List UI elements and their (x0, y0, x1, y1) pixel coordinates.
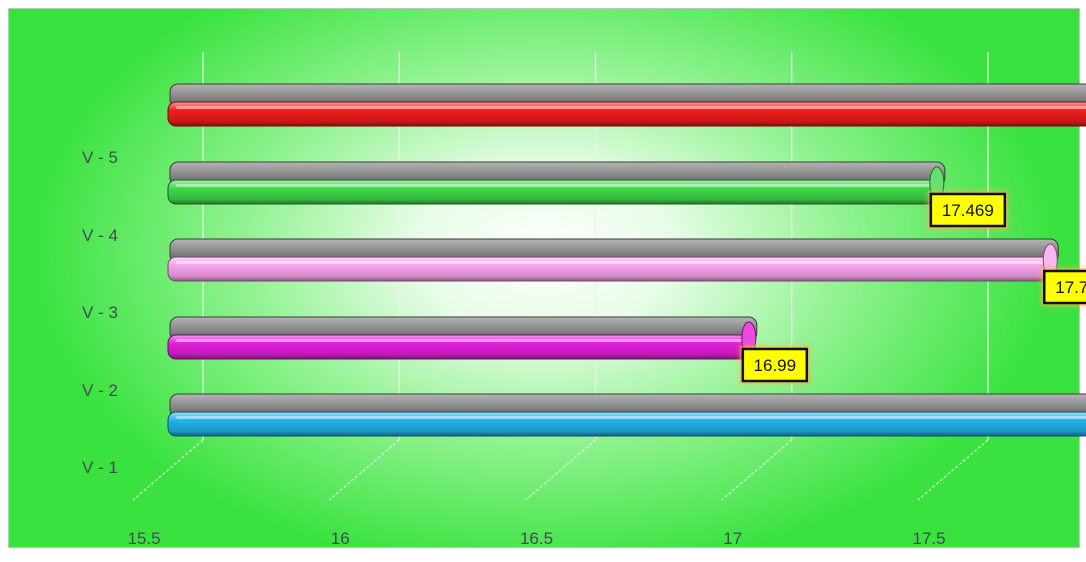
gridline-floor (525, 439, 596, 501)
data-label-box (929, 192, 1007, 228)
data-label-text: 16.99 (754, 356, 797, 375)
x-tick-label: 15.5 (127, 529, 160, 548)
bar-highlight (176, 416, 1086, 419)
bar (167, 83, 1086, 127)
x-tick-label: 16.5 (520, 529, 553, 548)
data-label-text: 17.758 (1055, 278, 1086, 297)
bar-face (167, 411, 1086, 437)
y-tick-label: V - 2 (82, 381, 118, 400)
x-tick-label: 16 (331, 529, 350, 548)
bar-face (167, 179, 942, 205)
data-label: 17.469 (927, 191, 1008, 229)
gridline-floor (721, 439, 793, 501)
bar (167, 393, 1086, 437)
y-tick-label: V - 4 (82, 226, 118, 245)
data-label: 17.758 (1041, 268, 1086, 306)
gridline-floor (328, 439, 400, 501)
bar-highlight (176, 261, 1047, 264)
bar-highlight (176, 184, 933, 187)
bar-highlight (176, 339, 745, 342)
gridline-floor (917, 439, 989, 501)
x-tick-label: 17 (723, 529, 742, 548)
bar-face (167, 334, 754, 360)
bar (167, 161, 946, 205)
gridline-floor (132, 439, 204, 501)
y-tick-label: V - 3 (82, 303, 118, 322)
bars (167, 83, 1086, 437)
x-tick-label: 17.5 (912, 529, 945, 548)
data-label-box (741, 347, 809, 383)
data-label: 16.99 (739, 346, 810, 384)
category-axis: V - 1 V - 2 V - 3 V - 4 V - 5 (82, 148, 118, 477)
data-label-box (1043, 269, 1086, 305)
data-label-text: 17.469 (942, 201, 994, 220)
y-tick-label: V - 1 (82, 458, 118, 477)
bar (167, 238, 1059, 282)
bar-face (167, 256, 1055, 282)
bar-highlight (176, 106, 1086, 109)
bar (167, 316, 758, 360)
bar-face (167, 101, 1086, 127)
y-tick-label: V - 5 (82, 148, 118, 167)
